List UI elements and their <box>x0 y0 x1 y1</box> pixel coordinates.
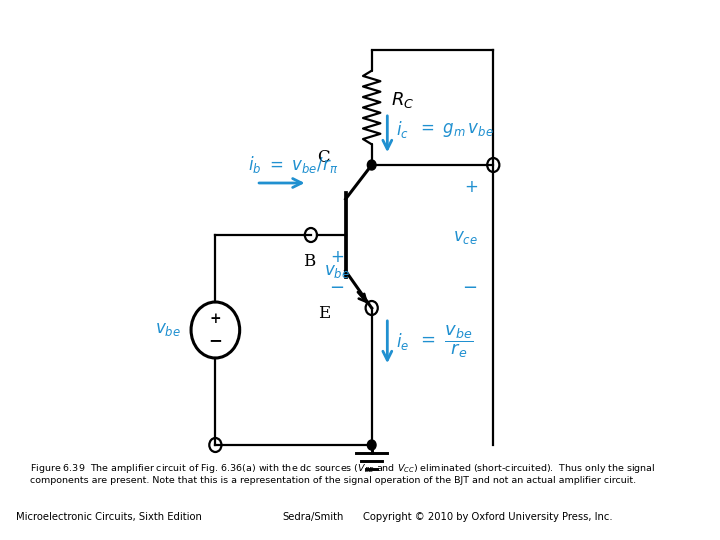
Text: Microelectronic Circuits, Sixth Edition: Microelectronic Circuits, Sixth Edition <box>16 512 202 522</box>
Text: Figure 6.39  The amplifier circuit of Fig. 6.36(a) with the dc sources ($V_{BE}$: Figure 6.39 The amplifier circuit of Fig… <box>30 462 656 475</box>
Circle shape <box>367 160 376 170</box>
Text: Sedra/Smith: Sedra/Smith <box>282 512 343 522</box>
Text: B: B <box>303 253 315 270</box>
Text: $=\ g_m\, v_{be}$: $=\ g_m\, v_{be}$ <box>417 121 494 139</box>
Text: $=\ \dfrac{v_{be}}{r_e}$: $=\ \dfrac{v_{be}}{r_e}$ <box>417 323 474 360</box>
Text: $R_C$: $R_C$ <box>391 90 414 110</box>
Text: $v_{be}$: $v_{be}$ <box>155 321 181 339</box>
Text: $v_{ce}$: $v_{ce}$ <box>453 228 477 246</box>
Text: $+$: $+$ <box>464 178 477 196</box>
Text: $i_e$: $i_e$ <box>396 332 409 353</box>
Text: components are present. Note that this is a representation of the signal operati: components are present. Note that this i… <box>30 476 636 485</box>
Text: $v_{be}$: $v_{be}$ <box>324 264 350 280</box>
Text: $+$: $+$ <box>330 248 344 266</box>
Text: $-$: $-$ <box>462 277 477 295</box>
Text: +: + <box>210 312 221 326</box>
Text: C: C <box>318 148 330 165</box>
Text: E: E <box>318 305 330 321</box>
Text: −: − <box>208 333 222 349</box>
Circle shape <box>367 440 376 450</box>
Text: $i_c$: $i_c$ <box>396 119 409 140</box>
Text: $i_b\ =\ v_{be}/r_\pi$: $i_b\ =\ v_{be}/r_\pi$ <box>248 154 338 175</box>
Text: Copyright © 2010 by Oxford University Press, Inc.: Copyright © 2010 by Oxford University Pr… <box>364 512 613 522</box>
Text: $-$: $-$ <box>329 277 345 295</box>
